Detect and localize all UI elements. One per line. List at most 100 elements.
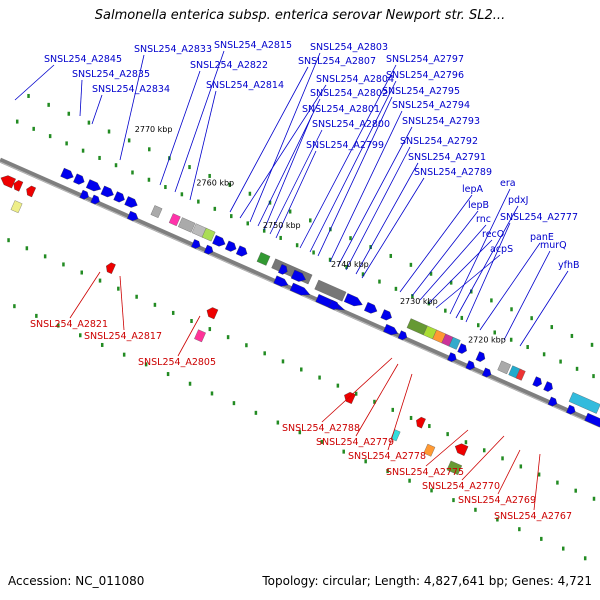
forward-gene-box: [201, 227, 216, 242]
gc-ring-inner-dot: [226, 335, 230, 340]
gc-ring-mid-dot: [477, 323, 480, 328]
gc-ring-outer-dot: [47, 102, 50, 107]
gc-ring-inner-dot: [62, 262, 65, 267]
reverse-gene-arrow: [206, 307, 219, 320]
gc-ring-mid-dot: [114, 163, 118, 168]
forward-gene-box: [168, 213, 181, 227]
forward-gene-arrow: [397, 330, 408, 341]
forward-gene-arrow: [60, 167, 74, 180]
forward-gene-arrow: [235, 245, 248, 257]
forward-gene-arrow: [328, 299, 340, 310]
forward-gene-arrow: [212, 234, 226, 247]
gc-ring-mid-dot: [509, 337, 513, 342]
gc-ring-inner-dot: [281, 359, 285, 364]
forward-gene-arrow: [73, 173, 85, 185]
forward-gene-label: SNSL254_A2833: [134, 44, 212, 55]
reverse-gene-label: SNSL254_A2805: [138, 357, 216, 368]
gc-ring-outer-dot: [449, 280, 453, 285]
forward-gene-arrow: [90, 194, 100, 205]
forward-gene-label: SNSL254_A2834: [92, 84, 170, 95]
forward-gene-arrow: [124, 196, 138, 208]
reverse-gene-label: SNSL254_A2767: [494, 511, 572, 522]
gc-ring-inner-dot: [409, 415, 413, 420]
reverse-gene-box: [423, 443, 436, 457]
gc-ring-inner-dot: [208, 327, 212, 332]
reverse-gene-arrow: [26, 185, 37, 198]
forward-gene-arrow: [364, 302, 378, 314]
forward-gene-label: pdxJ: [508, 195, 528, 206]
reverse-gene-arrow: [106, 262, 116, 274]
forward-gene-arrow: [383, 324, 399, 336]
forward-gene-arrow: [383, 324, 399, 336]
forward-label-leader: [269, 129, 323, 235]
gc-ring-inner2-dot: [408, 478, 411, 483]
forward-gene-arrow: [532, 376, 542, 387]
gc-ring-mid-dot: [378, 279, 381, 284]
reverse-gene-arrow: [106, 262, 116, 274]
forward-gene-arrow: [543, 381, 553, 392]
gc-ring-outer-dot: [67, 111, 71, 116]
forward-gene-label: SNSL254_A2777: [500, 212, 578, 223]
scale-tick-label: 2730 kbp: [400, 297, 438, 306]
gc-ring-mid-dot: [180, 192, 184, 197]
forward-gene-arrow: [547, 396, 558, 407]
forward-gene-label: SNSL254_A2795: [382, 86, 460, 97]
gc-ring-inner2-dot: [276, 420, 280, 425]
forward-gene-arrow: [235, 245, 248, 257]
gc-ring-mid-dot: [197, 199, 200, 204]
gc-ring-inner2-dot: [254, 410, 258, 415]
forward-gene-arrow: [566, 404, 576, 415]
forward-gene-arrow: [127, 210, 139, 221]
gc-ring-inner2-dot: [13, 304, 16, 309]
forward-gene-label: SNSL254_A2799: [306, 140, 384, 151]
forward-gene-box: [515, 368, 526, 381]
gc-ring-mid-dot: [147, 177, 151, 182]
reverse-label-leader: [497, 449, 521, 495]
gc-ring-mid-dot: [32, 126, 35, 131]
gc-ring-mid-dot: [246, 221, 249, 226]
forward-gene-arrow: [212, 234, 226, 247]
forward-gene-arrow: [481, 367, 492, 378]
reverse-label-leader: [69, 271, 101, 319]
genome-stats-text: Topology: circular; Length: 4,827,641 bp…: [262, 574, 592, 588]
forward-label-leader: [249, 52, 321, 223]
gc-ring-inner2-dot: [430, 488, 433, 493]
gc-ring-outer-dot: [228, 182, 232, 187]
reverse-gene-arrow: [13, 180, 24, 192]
gc-ring-inner2-dot: [540, 536, 543, 541]
gc-ring-inner-dot: [519, 464, 523, 469]
forward-gene-arrow: [90, 194, 100, 205]
forward-gene-label: SNSL254_A2793: [402, 116, 480, 127]
forward-gene-arrow: [113, 191, 125, 203]
gc-ring-mid-dot: [575, 366, 579, 371]
forward-gene-arrow: [465, 360, 475, 370]
forward-gene-label: SNSL254_A2797: [386, 54, 464, 65]
forward-gene-label: SNSL254_A2845: [44, 54, 122, 65]
forward-gene-arrow: [584, 412, 600, 430]
gc-ring-inner-dot: [318, 375, 321, 380]
forward-gene-arrow: [290, 269, 306, 282]
gc-ring-inner2-dot: [166, 372, 170, 377]
forward-gene-arrow: [397, 330, 408, 341]
gc-ring-inner-dot: [135, 294, 138, 299]
gc-ring-inner2-dot: [122, 352, 126, 357]
forward-label-leader: [329, 110, 403, 263]
forward-gene-label: SNSL254_A2815: [214, 40, 292, 51]
reverse-gene-box: [194, 329, 206, 343]
gc-ring-outer-dot: [148, 147, 151, 152]
gc-ring-inner-dot: [428, 424, 431, 429]
forward-gene-arrow: [584, 412, 600, 430]
reverse-gene-box: [194, 329, 206, 343]
forward-label-leader: [309, 80, 397, 253]
gc-ring-mid-dot: [262, 228, 266, 233]
reverse-gene-box: [10, 200, 23, 214]
forward-gene-arrow: [465, 360, 475, 370]
forward-gene-box: [568, 392, 600, 414]
forward-gene-label: murQ: [540, 240, 567, 251]
gc-ring-inner2-dot: [386, 469, 389, 474]
scale-tick-label: 2720 kbp: [468, 336, 506, 345]
forward-label-leader: [427, 239, 493, 305]
forward-label-leader: [345, 146, 411, 271]
forward-gene-arrow: [60, 167, 74, 180]
